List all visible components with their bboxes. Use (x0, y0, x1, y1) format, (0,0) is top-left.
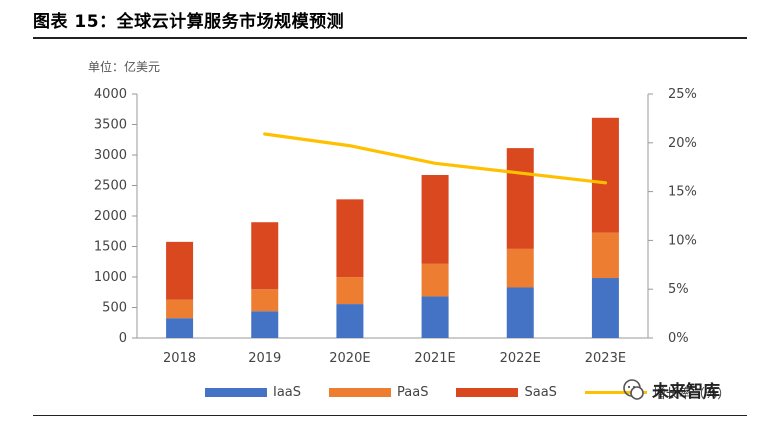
bar-iaas (166, 318, 194, 338)
y-right-tick-label: 20% (668, 136, 697, 151)
bar-paas (421, 263, 449, 297)
bottom-rule (33, 415, 747, 416)
x-tick-label: 2020E (329, 351, 370, 366)
bar-paas (591, 232, 619, 279)
growth-rate-line (263, 132, 608, 185)
x-tick-label: 2022E (500, 351, 541, 366)
bar-saas (506, 148, 534, 249)
x-tick-label: 2019 (248, 351, 281, 366)
unit-label: 单位：亿美元 (88, 60, 161, 74)
legend-label-paas: PaaS (397, 385, 429, 400)
bar-saas (591, 117, 619, 233)
legend-item-iaas: IaaS (205, 383, 301, 402)
y-left-tick-label: 1000 (94, 270, 127, 285)
chart-tick-labels: 0 500 1000 1500 2000 2500 3000 3500 4000 0% 5% 10% 1… (94, 87, 697, 366)
legend-swatch-growth (584, 391, 647, 394)
legend-item-paas: PaaS (329, 383, 428, 402)
title-rule (33, 37, 747, 39)
y-left-tick-label: 500 (102, 301, 127, 316)
bar-iaas (506, 287, 534, 338)
bar-iaas (336, 304, 364, 338)
y-right-tick-label: 0% (668, 331, 689, 346)
legend-swatch-paas (329, 388, 392, 397)
bar-saas (336, 199, 364, 278)
y-right-tick-label: 25% (668, 87, 697, 102)
y-left-tick-label: 0 (119, 331, 127, 346)
bar-paas (166, 299, 194, 319)
y-left-tick-label: 3500 (94, 118, 127, 133)
chart-bars (166, 117, 619, 338)
watermark-text: 未来智库 (652, 382, 720, 402)
x-tick-label: 2021E (414, 351, 455, 366)
y-right-tick-label: 10% (668, 233, 697, 248)
chart-title: 图表 15：全球云计算服务市场规模预测 (33, 12, 345, 32)
x-tick-label: 2018 (163, 351, 196, 366)
legend-item-growth: 增长率（%） (584, 383, 731, 402)
legend-swatch-saas (456, 388, 519, 397)
bar-saas (421, 175, 449, 264)
legend-label-growth: 增长率（%） (652, 387, 731, 402)
legend-label-saas: SaaS (524, 385, 557, 400)
bar-iaas (421, 296, 449, 338)
bar-iaas (251, 311, 279, 338)
legend-item-saas: SaaS (456, 383, 557, 402)
y-left-tick-label: 2000 (94, 209, 127, 224)
wechat-icon (623, 378, 644, 400)
chart-axes (132, 93, 653, 339)
y-left-tick-label: 1500 (94, 240, 127, 255)
x-tick-label: 2023E (585, 351, 626, 366)
legend-swatch-iaas (205, 388, 267, 397)
y-right-tick-label: 15% (668, 185, 697, 200)
y-left-tick-label: 4000 (94, 87, 127, 102)
bar-paas (251, 289, 279, 312)
bar-iaas (591, 278, 619, 338)
y-left-tick-label: 3000 (94, 148, 127, 163)
bar-paas (336, 277, 364, 305)
bar-saas (251, 222, 279, 290)
y-left-tick-label: 2500 (94, 179, 127, 194)
chart-legend: IaaS PaaS SaaS 增长率（%） (205, 383, 730, 402)
y-right-tick-label: 5% (668, 282, 689, 297)
bar-saas (166, 241, 194, 300)
growth-line-group (263, 132, 608, 185)
legend-label-iaas: IaaS (273, 385, 302, 400)
watermark: 未来智库 (622, 377, 720, 402)
bar-paas (506, 248, 534, 288)
